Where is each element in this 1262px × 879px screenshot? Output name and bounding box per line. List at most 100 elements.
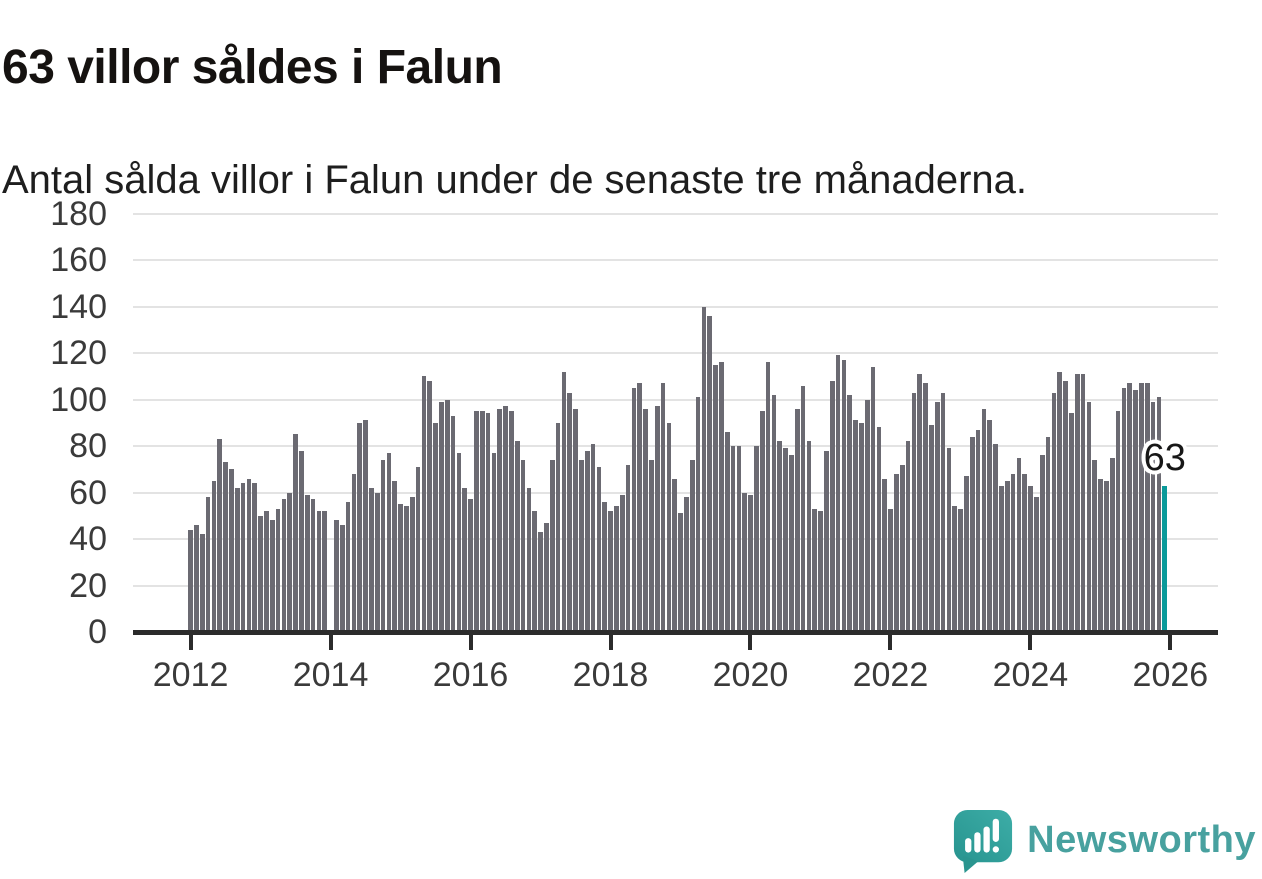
highlight-bar <box>1162 485 1168 632</box>
gridline <box>133 212 1218 215</box>
bar <box>561 371 567 632</box>
bar <box>211 480 217 632</box>
x-axis-tick <box>748 635 753 650</box>
y-axis-label: 140 <box>50 287 107 326</box>
bar <box>573 408 578 632</box>
bar <box>637 383 643 632</box>
bar <box>269 520 275 632</box>
bar <box>310 499 316 632</box>
y-axis-label: 180 <box>50 194 107 233</box>
bar <box>474 411 479 632</box>
bar <box>567 392 573 632</box>
highlight-value-label: 63 <box>1143 436 1186 479</box>
bar <box>229 469 234 632</box>
bar <box>1022 473 1028 632</box>
bar <box>520 459 526 632</box>
bar <box>450 415 456 632</box>
bar <box>386 452 392 632</box>
bar <box>824 450 829 632</box>
x-axis-tick <box>888 635 893 650</box>
bar <box>246 478 252 632</box>
x-axis-tick <box>1168 635 1173 650</box>
y-axis-label: 120 <box>50 334 107 372</box>
bar <box>713 364 718 632</box>
bar <box>654 406 660 632</box>
bar <box>759 411 765 632</box>
bar <box>625 464 631 632</box>
bar <box>888 508 893 632</box>
bar <box>217 439 223 632</box>
bar <box>363 420 368 632</box>
bar <box>188 529 193 632</box>
bar <box>334 520 339 632</box>
bar <box>351 473 357 632</box>
bar <box>258 515 263 632</box>
x-axis-tick <box>328 635 333 650</box>
bar <box>631 387 637 632</box>
x-axis-label: 2014 <box>292 656 369 694</box>
bar <box>952 506 958 632</box>
x-axis-label: 2026 <box>1132 656 1209 694</box>
y-axis-label: 160 <box>50 241 107 279</box>
bar <box>975 429 981 632</box>
bar <box>509 411 514 632</box>
x-axis: 2012 2014 2016 2018 2020 2022 2024 2026 <box>0 632 1262 712</box>
bar <box>666 422 672 632</box>
bar <box>404 506 409 632</box>
bar <box>783 448 788 632</box>
bar <box>415 466 421 632</box>
bar <box>835 355 841 632</box>
bar <box>532 511 538 632</box>
bar <box>917 373 923 632</box>
bar <box>252 483 258 632</box>
bar <box>544 522 549 632</box>
bar <box>684 497 689 632</box>
bar <box>316 511 322 632</box>
bar <box>614 506 619 632</box>
bar <box>999 485 1004 632</box>
bar <box>1156 397 1162 632</box>
bar <box>596 466 602 632</box>
bar <box>1039 455 1045 632</box>
bar <box>619 494 625 632</box>
bar <box>1121 387 1127 632</box>
bar <box>1127 383 1133 632</box>
bar <box>818 511 823 632</box>
x-axis-label: 2024 <box>992 656 1069 694</box>
bar <box>870 366 876 632</box>
bar <box>993 443 998 632</box>
bar <box>1028 485 1033 632</box>
bar <box>1045 436 1051 632</box>
bar <box>293 434 298 632</box>
bar <box>194 525 199 632</box>
bar <box>514 441 520 632</box>
bar <box>304 494 310 632</box>
bar <box>322 511 328 632</box>
bar <box>1004 480 1010 632</box>
bar <box>1057 371 1063 632</box>
bar <box>339 525 345 632</box>
bar <box>1098 478 1103 632</box>
bar <box>479 411 485 632</box>
bar <box>649 459 654 632</box>
bar <box>468 499 473 632</box>
bar <box>1063 380 1068 632</box>
bar <box>859 422 864 632</box>
bar <box>1080 373 1086 632</box>
bar <box>579 459 584 632</box>
gridline <box>133 445 1218 447</box>
bar <box>777 441 783 632</box>
bar <box>876 427 882 632</box>
bar <box>602 501 608 632</box>
bar <box>765 362 771 632</box>
bar <box>264 511 269 632</box>
bar <box>754 446 759 632</box>
bar <box>462 487 468 632</box>
newsworthy-logo-icon <box>954 809 1013 873</box>
y-axis-label: 20 <box>69 566 107 605</box>
bar <box>199 534 205 632</box>
x-axis-label: 2012 <box>152 656 229 694</box>
bar <box>724 432 730 632</box>
bar <box>1109 457 1115 632</box>
bar <box>433 422 438 632</box>
